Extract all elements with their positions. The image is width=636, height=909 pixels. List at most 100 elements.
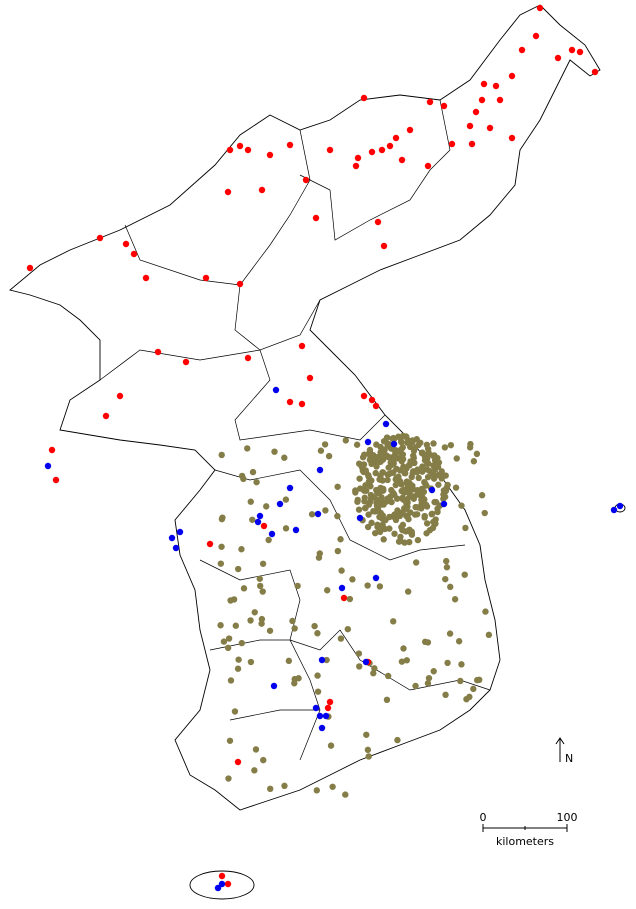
red-point (286, 141, 294, 149)
olive-point (395, 473, 402, 480)
olive-point (329, 783, 336, 790)
red-point (472, 108, 480, 116)
olive-point (291, 625, 298, 632)
blue-point (168, 534, 176, 542)
red-point (102, 412, 110, 420)
olive-point (371, 665, 378, 672)
olive-point (383, 434, 391, 441)
blue-point (172, 544, 180, 552)
olive-point (327, 742, 335, 749)
olive-point (447, 441, 455, 449)
olive-point (325, 452, 333, 460)
olive-point (271, 448, 278, 455)
olive-point (412, 682, 419, 690)
olive-point (418, 485, 425, 493)
boundary (209, 639, 321, 761)
blue-point (318, 724, 326, 732)
red-point (426, 98, 434, 106)
olive-point (285, 657, 293, 665)
olive-point (356, 663, 363, 670)
olive-point (406, 538, 413, 546)
red-point (324, 704, 332, 712)
olive-point (398, 456, 405, 463)
olive-point (458, 502, 465, 509)
olive-point (481, 509, 488, 517)
olive-point (400, 496, 408, 504)
olive-point (405, 437, 412, 444)
red-point (206, 540, 214, 548)
olive-point (391, 530, 398, 537)
blue-point (616, 502, 624, 510)
olive-point (393, 447, 400, 454)
blue-point (256, 512, 264, 520)
olive-point (485, 631, 493, 639)
olive-point (395, 538, 403, 545)
olive-point (444, 659, 451, 667)
olive-point (338, 567, 345, 574)
blue-point (338, 584, 346, 592)
olive-point (399, 526, 406, 534)
olive-point (470, 458, 478, 465)
red-point (226, 146, 234, 154)
olive-point (404, 588, 412, 595)
olive-point (342, 791, 349, 798)
olive-point (442, 575, 449, 583)
olive-point (482, 608, 489, 615)
olive-point (383, 498, 390, 505)
blue-point (176, 528, 184, 536)
olive-point (370, 507, 377, 515)
red-point (406, 126, 414, 134)
red-point (478, 96, 486, 104)
province-boundaries (99, 99, 491, 761)
red-point (466, 122, 474, 130)
olive-point (364, 582, 371, 589)
olive-point (424, 473, 432, 481)
olive-point (385, 464, 392, 471)
red-point (360, 94, 368, 102)
olive-point (314, 672, 321, 679)
red-point (536, 4, 544, 12)
olive-point (314, 630, 321, 637)
olive-point (217, 622, 224, 629)
olive-point (399, 444, 406, 451)
olive-point (386, 513, 393, 521)
red-point (182, 358, 190, 366)
olive-point (424, 445, 432, 453)
red-point (480, 80, 488, 88)
olive-point (361, 494, 368, 501)
blue-point (270, 682, 278, 690)
olive-point (458, 661, 465, 668)
olive-point (289, 617, 296, 625)
olive-point (234, 565, 242, 573)
olive-point (323, 656, 330, 664)
red-point (440, 102, 448, 110)
olive-point (247, 658, 255, 666)
olive-point (398, 658, 406, 665)
red-point (386, 142, 394, 150)
red-point (372, 402, 380, 410)
blue-point (314, 510, 322, 518)
olive-point (265, 536, 272, 544)
olive-point (373, 502, 381, 510)
red-point (302, 176, 310, 184)
red-point (244, 354, 252, 362)
red-point (398, 156, 406, 164)
olive-point (403, 657, 411, 664)
olive-point (355, 650, 363, 657)
olive-point (374, 523, 381, 531)
olive-point (364, 746, 372, 754)
olive-point (461, 571, 468, 578)
boundary (199, 559, 491, 691)
red-point (468, 140, 476, 148)
blue-point (272, 386, 280, 394)
olive-point (282, 525, 290, 532)
olive-point (226, 737, 234, 744)
blue-point (316, 466, 324, 474)
olive-point (323, 587, 331, 594)
olive-point (400, 463, 407, 470)
north-arrow-head (555, 737, 565, 745)
olive-point (392, 481, 399, 489)
olive-point (267, 785, 274, 793)
olive-point (430, 668, 437, 675)
olive-point (457, 677, 464, 685)
